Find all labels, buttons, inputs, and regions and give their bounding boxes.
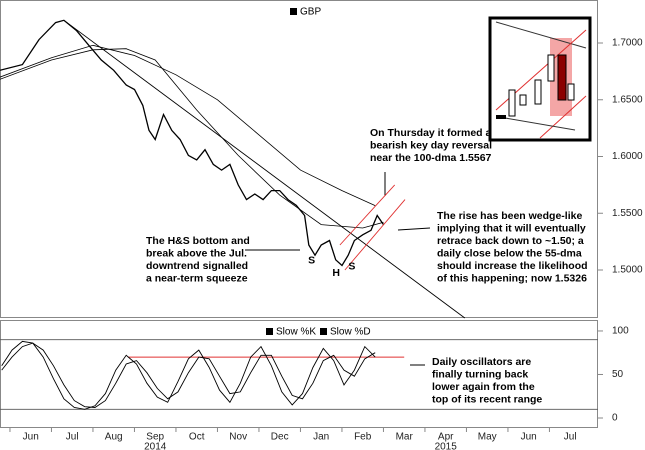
- annotation-line: downtrend signalled: [146, 260, 248, 272]
- x-tick-label: Aug: [105, 432, 123, 443]
- year-label: 2015: [435, 442, 458, 450]
- x-tick-label: Apr: [438, 432, 454, 443]
- x-tick-label: Jun: [521, 432, 537, 443]
- pattern-label: S: [348, 260, 355, 272]
- x-tick-label: May: [478, 432, 497, 443]
- inset-candle: [508, 89, 516, 117]
- year-label: 2014: [144, 442, 167, 450]
- annotation-line: of this happening; now 1.5326: [437, 272, 587, 284]
- annotation-line: implying that it will eventually: [437, 222, 586, 234]
- price-line: [0, 19, 385, 267]
- y-tick-label: 1.5500: [612, 208, 643, 219]
- inset-candle: [567, 83, 575, 101]
- annotation-line: near the 100-dma 1.5567: [370, 152, 492, 164]
- moving-average: [0, 44, 376, 206]
- x-tick-label: Jan: [313, 432, 329, 443]
- connector: [397, 227, 431, 231]
- legend-label: Slow %K: [276, 327, 316, 338]
- legend-label: GBP: [300, 7, 321, 18]
- annotation-line: The rise has been wedge-like: [437, 210, 582, 222]
- annotation-line: The H&S bottom and: [146, 235, 250, 247]
- inset-line: [504, 117, 576, 131]
- annotation-line: retrace back down to ~1.50; a: [437, 235, 584, 247]
- y-tick-label: 1.6500: [612, 94, 643, 105]
- annotation-line: daily close below the 55-dma: [437, 247, 582, 259]
- y-tick-label: 1.5000: [612, 265, 643, 276]
- x-tick-label: Nov: [229, 432, 247, 443]
- price-frame: [0, 0, 598, 318]
- moving-average: [0, 48, 384, 229]
- inset-candle: [496, 115, 506, 119]
- x-tick-label: Jul: [66, 432, 79, 443]
- annotation-line: finally turning back: [432, 368, 528, 380]
- oscillator-line: [1, 342, 376, 408]
- y-tick-label: 1.6000: [612, 151, 643, 162]
- inset-candle: [534, 79, 542, 105]
- legend-label: Slow %D: [330, 327, 371, 338]
- oscillator-line: [1, 340, 376, 410]
- x-tick-label: Jul: [564, 432, 577, 443]
- x-tick-label: Mar: [396, 432, 414, 443]
- annotation-line: should increase the likelihood: [437, 260, 588, 272]
- x-tick-label: Dec: [271, 432, 289, 443]
- trend-line: [63, 19, 466, 319]
- y-tick-label: 0: [612, 413, 618, 424]
- x-tick-label: Jun: [23, 432, 39, 443]
- legend-swatch: [320, 328, 327, 335]
- annotation-line: break above the Jul.: [146, 247, 247, 259]
- trend-line: [339, 184, 396, 246]
- pattern-label: H: [332, 267, 340, 279]
- x-tick-label: Oct: [189, 432, 205, 443]
- x-tick-label: Sep: [146, 432, 164, 443]
- osc-frame: [0, 320, 598, 428]
- y-tick-label: 50: [612, 369, 624, 380]
- trend-line: [344, 199, 406, 271]
- legend-swatch: [266, 328, 273, 335]
- annotation-line: Daily oscillators are: [432, 356, 531, 368]
- inset: [488, 16, 592, 142]
- pattern-label: S: [308, 255, 315, 267]
- inset-candle: [519, 94, 527, 106]
- inset-candle: [547, 54, 555, 82]
- annotation-line: lower again from the: [432, 381, 535, 393]
- legend-swatch: [290, 8, 297, 15]
- annotation-line: a near-term squeeze: [146, 272, 248, 284]
- y-tick-label: 1.7000: [612, 38, 643, 49]
- annotation-line: top of its recent range: [432, 393, 542, 405]
- inset-line: [539, 95, 587, 139]
- annotation-line: On Thursday it formed a: [370, 127, 492, 139]
- x-tick-label: Feb: [354, 432, 372, 443]
- inset-candle: [557, 54, 567, 101]
- inset-frame: [488, 16, 592, 142]
- annotation-line: bearish key day reversal: [370, 139, 492, 151]
- y-tick-label: 100: [612, 326, 629, 337]
